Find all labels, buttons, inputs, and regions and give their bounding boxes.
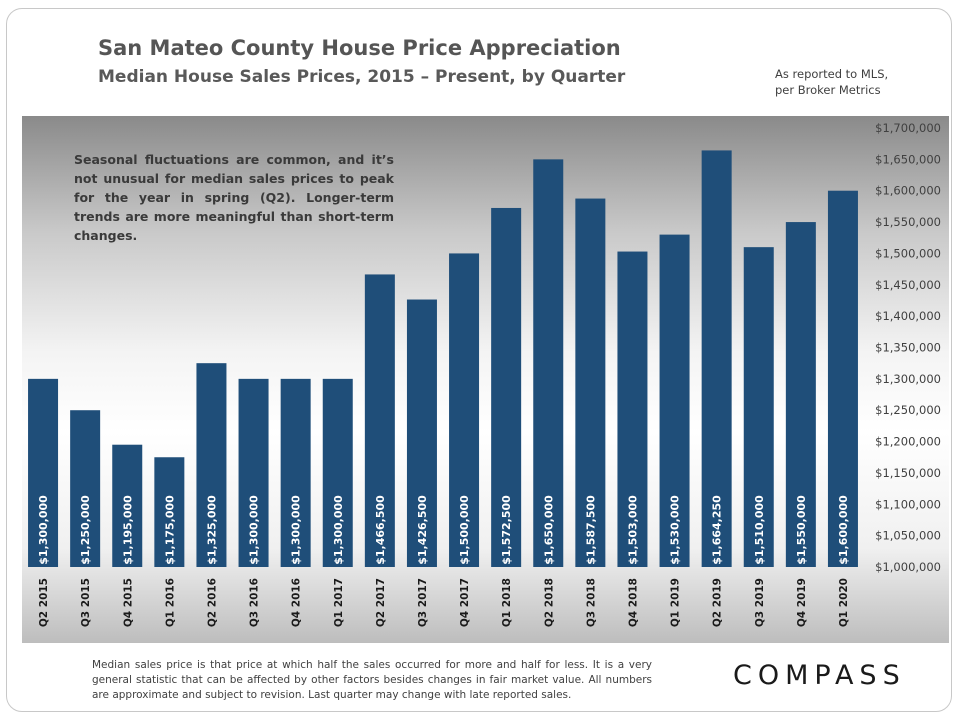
data-label: $1,600,000 bbox=[837, 495, 850, 565]
bar bbox=[659, 234, 690, 567]
y-tick-label: $1,050,000 bbox=[875, 529, 941, 543]
x-tick-label: Q2 2019 bbox=[712, 578, 724, 627]
bar bbox=[827, 190, 858, 567]
source-line-1: As reported to MLS, bbox=[775, 67, 889, 81]
data-label: $1,300,000 bbox=[290, 495, 303, 565]
bar bbox=[701, 150, 732, 568]
x-tick-label: Q2 2017 bbox=[375, 578, 387, 627]
x-tick-label: Q3 2016 bbox=[249, 578, 261, 627]
chart-subtitle: Median House Sales Prices, 2015 – Presen… bbox=[98, 67, 626, 87]
x-tick-label: Q4 2019 bbox=[796, 578, 808, 627]
data-label: $1,195,000 bbox=[121, 495, 134, 565]
bar bbox=[491, 207, 522, 568]
compass-logo: COMPASS bbox=[733, 660, 906, 691]
annotation-text: Seasonal fluctuations are common, and it… bbox=[74, 152, 394, 243]
data-label: $1,500,000 bbox=[458, 495, 471, 565]
data-label: $1,300,000 bbox=[248, 495, 261, 565]
bar bbox=[533, 159, 564, 567]
y-tick-label: $1,650,000 bbox=[875, 152, 941, 166]
data-label: $1,572,500 bbox=[500, 495, 513, 565]
x-tick-label: Q4 2015 bbox=[122, 578, 134, 627]
y-tick-label: $1,350,000 bbox=[875, 341, 941, 355]
data-label: $1,503,000 bbox=[626, 495, 639, 565]
y-tick-label: $1,700,000 bbox=[875, 121, 941, 135]
x-tick-label: Q1 2017 bbox=[333, 578, 345, 627]
data-label: $1,530,000 bbox=[669, 495, 682, 565]
x-tick-label: Q1 2019 bbox=[670, 578, 682, 627]
x-tick-label: Q1 2018 bbox=[501, 578, 513, 627]
y-tick-label: $1,450,000 bbox=[875, 278, 941, 292]
bar bbox=[112, 444, 143, 567]
y-tick-label: $1,000,000 bbox=[875, 560, 941, 574]
source-note: As reported to MLS, per Broker Metrics bbox=[775, 66, 888, 98]
data-label: $1,466,500 bbox=[374, 495, 387, 565]
x-tick-label: Q2 2016 bbox=[206, 578, 218, 627]
bar bbox=[406, 299, 437, 567]
y-tick-label: $1,400,000 bbox=[875, 309, 941, 323]
footnote: Median sales price is that price at whic… bbox=[92, 659, 652, 701]
bar bbox=[154, 457, 185, 567]
bar bbox=[785, 222, 816, 568]
data-label: $1,426,500 bbox=[416, 495, 429, 565]
x-tick-label: Q2 2018 bbox=[543, 578, 555, 627]
data-label: $1,510,000 bbox=[753, 495, 766, 565]
y-tick-label: $1,600,000 bbox=[875, 184, 941, 198]
x-tick-label: Q3 2018 bbox=[585, 578, 597, 627]
bar bbox=[28, 378, 59, 567]
y-tick-label: $1,200,000 bbox=[875, 435, 941, 449]
x-tick-label: Q3 2019 bbox=[754, 578, 766, 627]
data-label: $1,300,000 bbox=[37, 495, 50, 565]
y-tick-label: $1,500,000 bbox=[875, 246, 941, 260]
source-line-2: per Broker Metrics bbox=[775, 83, 881, 97]
x-tick-label: Q4 2018 bbox=[627, 578, 639, 627]
x-tick-label: Q3 2017 bbox=[417, 578, 429, 627]
data-label: $1,175,000 bbox=[163, 495, 176, 565]
data-label: $1,550,000 bbox=[795, 495, 808, 565]
y-tick-label: $1,550,000 bbox=[875, 215, 941, 229]
bar bbox=[449, 253, 480, 567]
data-label: $1,300,000 bbox=[332, 495, 345, 565]
bar bbox=[238, 378, 269, 567]
bar bbox=[196, 363, 227, 567]
x-tick-label: Q1 2020 bbox=[838, 578, 850, 627]
x-tick-label: Q3 2015 bbox=[80, 578, 92, 627]
data-label: $1,250,000 bbox=[79, 495, 92, 565]
bar bbox=[617, 251, 648, 567]
data-label: $1,587,500 bbox=[584, 495, 597, 565]
bar bbox=[575, 198, 606, 567]
chart-title: San Mateo County House Price Appreciatio… bbox=[98, 36, 621, 60]
y-tick-label: $1,100,000 bbox=[875, 497, 941, 511]
x-tick-label: Q2 2015 bbox=[38, 578, 50, 627]
data-label: $1,664,250 bbox=[711, 495, 724, 565]
y-tick-label: $1,150,000 bbox=[875, 466, 941, 480]
bar bbox=[280, 378, 311, 567]
x-tick-label: Q1 2016 bbox=[164, 578, 176, 627]
bar bbox=[322, 378, 353, 567]
data-label: $1,325,000 bbox=[205, 495, 218, 565]
x-tick-label: Q4 2016 bbox=[291, 578, 303, 627]
bar bbox=[743, 247, 774, 567]
bar bbox=[364, 274, 395, 567]
y-tick-label: $1,300,000 bbox=[875, 372, 941, 386]
bar bbox=[70, 410, 101, 567]
data-label: $1,650,000 bbox=[542, 495, 555, 565]
x-tick-label: Q4 2017 bbox=[459, 578, 471, 627]
y-tick-label: $1,250,000 bbox=[875, 403, 941, 417]
